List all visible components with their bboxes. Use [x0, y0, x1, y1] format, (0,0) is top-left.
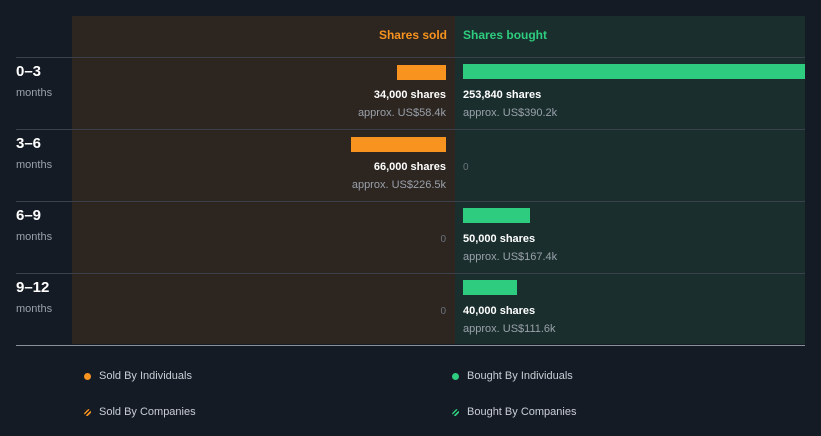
period-label: 0–3 — [16, 63, 41, 80]
period-label: 6–9 — [16, 207, 41, 224]
legend-item: Sold By Individuals — [84, 370, 192, 382]
period-unit: months — [16, 159, 53, 171]
sold-value-label: approx. US$226.5k — [352, 179, 447, 191]
bought-bar — [463, 64, 805, 79]
bought-zero-label: 0 — [463, 162, 469, 173]
legend-hatch-icon — [84, 408, 91, 416]
period-label: 3–6 — [16, 135, 41, 152]
bought-value-label: approx. US$390.2k — [463, 107, 558, 119]
sold-shares-label: 66,000 shares — [374, 161, 446, 173]
bought-value-label: approx. US$111.6k — [463, 323, 556, 335]
header-shares-bought: Shares bought — [463, 28, 547, 42]
bought-bar — [463, 208, 530, 223]
period-unit: months — [16, 231, 53, 243]
sold-shares-label: 34,000 shares — [374, 89, 446, 101]
bought-shares-label: 50,000 shares — [463, 233, 535, 245]
period-unit: months — [16, 87, 53, 99]
period-label: 9–12 — [16, 279, 49, 296]
sold-bar — [351, 137, 446, 152]
sold-value-label: approx. US$58.4k — [358, 107, 447, 119]
bought-value-label: approx. US$167.4k — [463, 251, 558, 263]
sold-zero-label: 0 — [440, 234, 446, 245]
header-shares-sold: Shares sold — [379, 28, 447, 42]
legend-label: Sold By Companies — [99, 406, 196, 418]
bought-shares-label: 40,000 shares — [463, 305, 535, 317]
legend-item: Bought By Individuals — [452, 370, 573, 382]
legend-hatch-icon — [452, 408, 459, 416]
bought-bar — [463, 280, 517, 295]
sold-bar — [397, 65, 446, 80]
legend-label: Sold By Individuals — [99, 370, 192, 382]
legend-label: Bought By Companies — [467, 406, 577, 418]
legend-dot-icon — [84, 372, 91, 380]
sold-zero-label: 0 — [440, 306, 446, 317]
legend-label: Bought By Individuals — [467, 370, 573, 382]
legend-item: Bought By Companies — [452, 406, 576, 418]
legend-dot-icon — [452, 372, 459, 380]
legend-item: Sold By Companies — [84, 406, 196, 418]
sold-column-bg — [72, 16, 455, 344]
bought-shares-label: 253,840 shares — [463, 89, 541, 101]
period-unit: months — [16, 303, 53, 315]
